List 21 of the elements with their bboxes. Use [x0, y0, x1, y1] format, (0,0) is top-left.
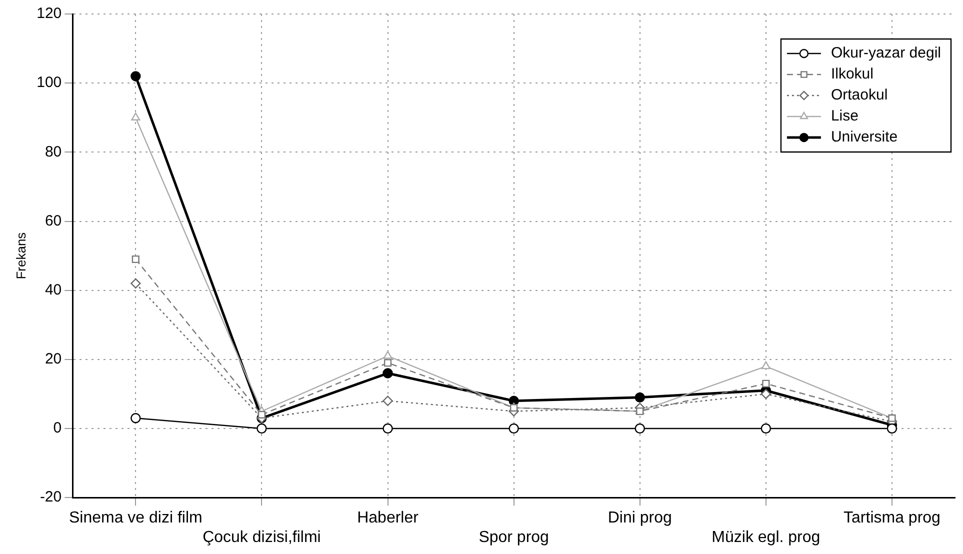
legend-label: Universite: [830, 128, 898, 146]
legend-label: Okur-yazar degil: [830, 44, 942, 62]
y-tick-label: 40: [44, 281, 62, 298]
x-tick-label: Çocuk dizisi,filmi: [202, 528, 321, 546]
legend-label: Ortaokul: [830, 86, 888, 104]
x-tick-label: Spor prog: [478, 528, 549, 546]
y-tick-label: 0: [53, 420, 62, 437]
legend-label: Lise: [830, 108, 858, 125]
y-tick-label: -20: [40, 488, 62, 506]
y-tick-label: 60: [44, 212, 62, 230]
legend-label: Ilkokul: [830, 66, 874, 83]
x-tick-label: Müzik egl. prog: [712, 528, 820, 546]
x-tick-label: Tartisma prog: [844, 510, 940, 527]
y-tick-label: 80: [44, 143, 62, 160]
y-tick-label: 20: [44, 350, 62, 368]
x-tick-label: Sinema ve dizi film: [68, 510, 202, 527]
x-tick-label: Dini prog: [608, 510, 672, 527]
y-axis-title: Frekans: [13, 232, 28, 280]
y-tick-label: 120: [36, 5, 62, 22]
y-tick-label: 100: [36, 74, 62, 92]
x-tick-label: Haberler: [357, 510, 420, 527]
